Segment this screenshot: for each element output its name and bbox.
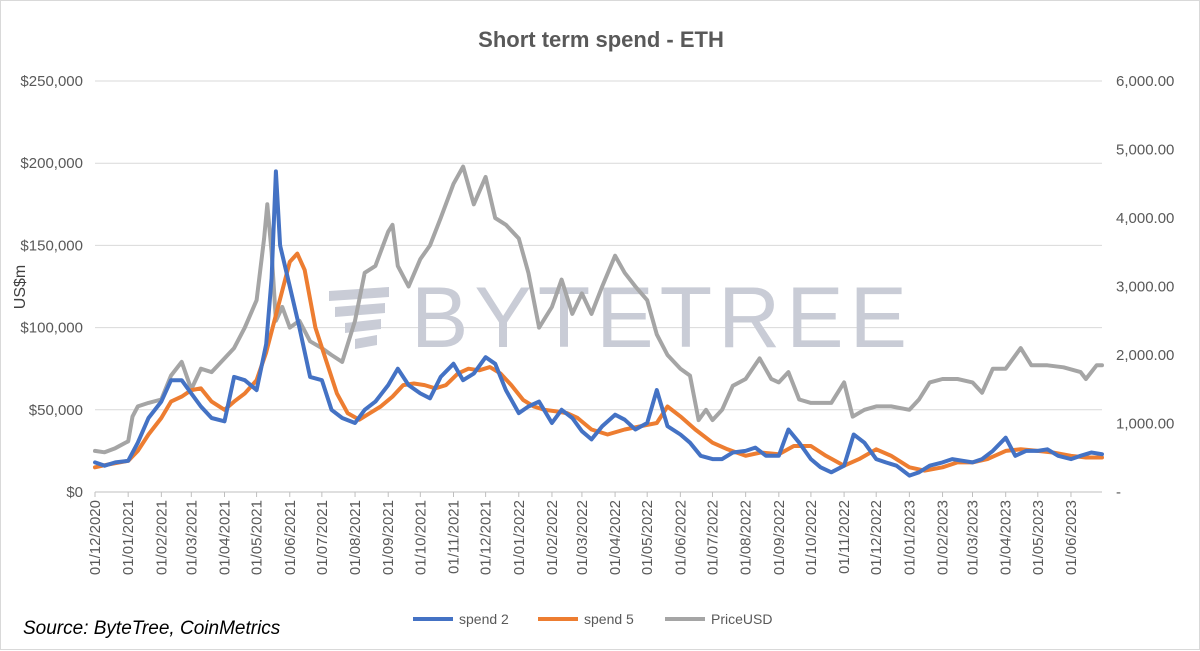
x-tick-label: 01/10/2022 [803, 500, 820, 575]
x-tick-label: 01/09/2021 [380, 500, 397, 575]
x-tick-label: 01/12/2021 [478, 500, 495, 575]
x-tick-label: 01/08/2021 [347, 500, 364, 575]
y2-tick-label: 4,000.00 [1116, 210, 1174, 227]
y2-tick-label: 3,000.00 [1116, 279, 1174, 296]
chart-title: Short term spend - ETH [478, 27, 724, 52]
y-tick-label: $200,000 [20, 155, 83, 172]
x-tick-label: 01/03/2021 [183, 500, 200, 575]
x-tick-label: 01/03/2022 [574, 500, 591, 575]
y-axis-label: US$m [12, 265, 29, 309]
y-tick-label: $100,000 [20, 320, 83, 337]
x-tick-label: 01/05/2021 [249, 500, 266, 575]
y2-tick-label: - [1116, 484, 1121, 501]
x-tick-label: 01/02/2021 [153, 500, 170, 575]
y2-tick-label: 2,000.00 [1116, 347, 1174, 364]
y-tick-label: $0 [66, 484, 83, 501]
x-tick-label: 01/02/2022 [544, 500, 561, 575]
series-line-spend-5 [93, 251, 1104, 473]
y-tick-label: $250,000 [20, 73, 83, 90]
legend-label: PriceUSD [711, 611, 772, 627]
legend-label: spend 5 [584, 611, 634, 627]
x-tick-label: 01/04/2022 [607, 500, 624, 575]
watermark-text: BYTETREE [411, 270, 913, 366]
y2-tick-label: 5,000.00 [1116, 142, 1174, 159]
x-tick-label: 01/06/2022 [672, 500, 689, 575]
legend-item-spend-5: spend 5 [538, 611, 634, 627]
x-tick-label: 01/07/2022 [704, 500, 721, 575]
x-tick-label: 01/03/2023 [965, 500, 982, 575]
x-tick-label: 01/11/2021 [445, 500, 462, 574]
legend-item-spend-2: spend 2 [413, 611, 509, 627]
source-note: Source: ByteTree, CoinMetrics [23, 618, 281, 639]
y-tick-label: $50,000 [29, 402, 83, 419]
legend-item-priceusd: PriceUSD [665, 611, 772, 627]
x-tick-label: 01/02/2023 [935, 500, 952, 575]
x-tick-label: 01/10/2021 [412, 500, 429, 575]
x-tick-label: 01/01/2021 [120, 500, 137, 575]
x-tick-label: 01/06/2023 [1063, 500, 1080, 575]
x-tick-label: 01/04/2023 [998, 500, 1015, 575]
watermark-logo-icon [329, 287, 389, 349]
x-tick-label: 01/11/2022 [836, 500, 853, 574]
x-tick-label: 01/05/2023 [1030, 500, 1047, 575]
x-tick-label: 01/12/2022 [868, 500, 885, 575]
x-tick-label: 01/06/2021 [282, 500, 299, 575]
legend-label: spend 2 [459, 611, 509, 627]
x-tick-label: 01/01/2023 [901, 500, 918, 575]
x-tick-label: 01/05/2022 [639, 500, 656, 575]
x-tick-label: 01/07/2021 [314, 500, 331, 575]
x-tick-label: 01/01/2022 [511, 500, 528, 575]
series-line-priceusd [93, 164, 1104, 455]
x-tick-label: 01/04/2021 [216, 500, 233, 575]
y2-tick-label: 1,000.00 [1116, 416, 1174, 433]
series-line-spend-2 [93, 169, 1104, 478]
x-tick-label: 01/12/2020 [87, 500, 104, 575]
x-tick-label: 01/08/2022 [738, 500, 755, 575]
x-tick-label: 01/09/2022 [771, 500, 788, 575]
y-tick-label: $150,000 [20, 237, 83, 254]
watermark: BYTETREE [329, 270, 913, 366]
y2-tick-label: 6,000.00 [1116, 73, 1174, 90]
